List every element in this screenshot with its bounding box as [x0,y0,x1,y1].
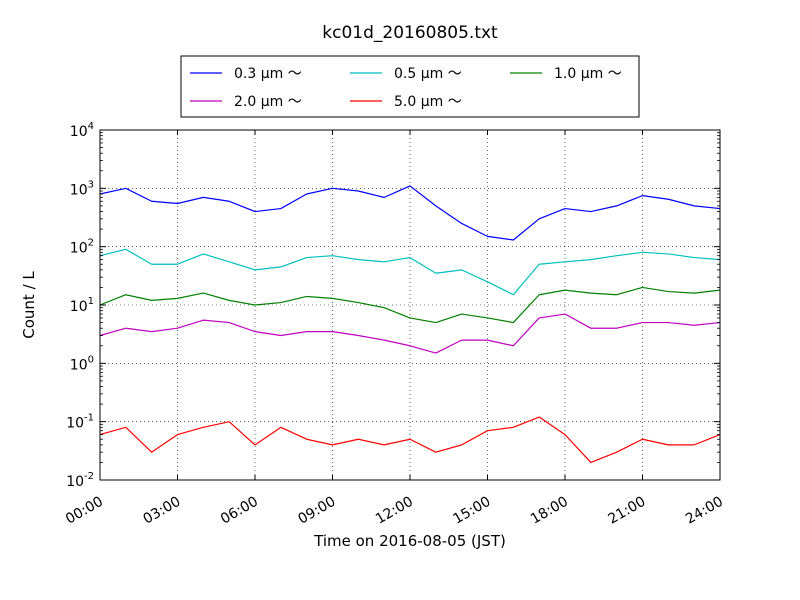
y-tick-label: 100 [70,354,94,373]
chart-title: kc01d_20160805.txt [322,23,498,43]
series-line-1 [99,185,721,241]
series-line-3 [99,286,721,324]
y-tick-label: 101 [70,296,94,315]
series-line-2 [99,248,721,296]
y-tick-label: 104 [70,121,94,140]
y-tick-label: 102 [70,238,94,257]
series-group [99,185,721,464]
legend-label: 5.0 μm ～ [394,94,462,110]
legend-label: 0.3 μm ～ [234,66,302,82]
legend: 0.3 μm ～ 0.5 μm ～ 1.0 μm ～ 2.0 μm ～ 5.0 μm ～ [180,55,640,118]
legend-frame [180,55,640,118]
y-tick-label: 103 [70,179,94,198]
legend-label: 0.5 μm ～ [394,66,462,82]
y-axis-label: Count / L [20,271,38,339]
grid [100,130,720,480]
y-tick-label: 10-2 [66,471,94,490]
x-axis-label: Time on 2016-08-05 (JST) [313,532,506,550]
legend-label: 2.0 μm ～ [234,94,302,110]
legend-label: 1.0 μm ～ [554,66,622,82]
y-tick-label: 10-1 [66,413,94,432]
series-line-4 [99,313,721,354]
series-line-5 [99,416,721,464]
